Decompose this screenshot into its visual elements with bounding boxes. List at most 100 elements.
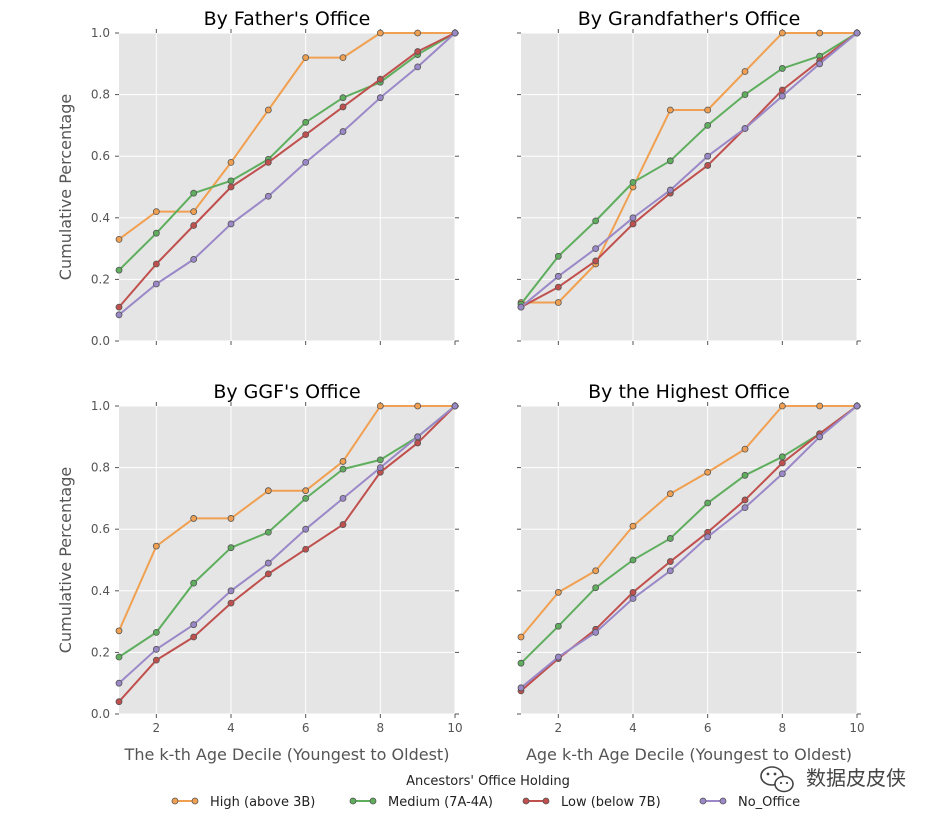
plot-background [119, 33, 455, 341]
x-axis-label: Age k-th Age Decile (Youngest to Oldest) [526, 745, 852, 764]
data-point [339, 128, 347, 135]
chart-panel-1: 0.0 0.2 0.4 0.6 0.8 1.0 By Father's Office Cumu… [56, 8, 459, 348]
data-point [414, 433, 422, 441]
data-point [451, 29, 459, 37]
data-point [227, 587, 235, 595]
legend-label: High (above 3B) [210, 795, 315, 810]
legend-marker [171, 797, 179, 805]
data-point [227, 544, 235, 552]
chart-title: By Father's Office [204, 8, 371, 30]
data-point [414, 63, 422, 71]
series-line [118, 405, 456, 703]
data-point [339, 103, 347, 111]
data-point [517, 303, 525, 311]
data-point [451, 402, 459, 410]
y-tick-label: 0.6 [91, 522, 110, 536]
y-tick-label: 0.0 [91, 707, 110, 721]
x-tick-label: 10 [849, 721, 864, 735]
data-point [190, 579, 198, 587]
x-tick-label: 2 [153, 721, 161, 735]
data-point [264, 158, 272, 166]
x-tick-label: 6 [302, 721, 310, 735]
data-point [339, 521, 347, 528]
y-tick-label: 0.2 [91, 272, 110, 286]
data-point [741, 445, 749, 453]
series-no-office [115, 29, 459, 319]
data-point [152, 260, 160, 268]
series-line [520, 405, 858, 689]
legend-entry-high-above-3b: High (above 3B) [171, 795, 315, 810]
data-point [227, 515, 235, 522]
data-point [816, 433, 824, 441]
data-point [778, 453, 786, 461]
legend-marker [542, 797, 550, 805]
legend-entries: High (above 3B) Medium (7A-4A) Low (below … [171, 795, 800, 810]
data-point [778, 65, 786, 72]
legend: Ancestors' Office Holding High (above 3B… [171, 774, 800, 810]
data-point [592, 257, 600, 265]
chart-panel-3: 2 4 6 8 10 0.0 0.2 0.4 0.6 0.8 1.0 By GGF's Office C… [56, 381, 463, 764]
data-point [152, 542, 160, 550]
data-point [339, 458, 347, 465]
watermark: 数据皮皮侠 [760, 766, 906, 793]
data-point [190, 189, 198, 197]
data-point [115, 653, 123, 661]
data-point [554, 272, 562, 280]
data-point [554, 299, 562, 306]
x-tick-label: 8 [377, 721, 385, 735]
data-point [629, 588, 637, 596]
legend-marker [349, 797, 357, 805]
data-point [190, 222, 198, 229]
legend-marker [191, 797, 199, 805]
data-point [517, 684, 525, 692]
data-point [554, 622, 562, 630]
data-point [152, 229, 160, 237]
data-point [414, 48, 422, 55]
data-point [302, 54, 310, 62]
data-point [227, 183, 235, 191]
data-point [592, 567, 600, 575]
legend-label: Low (below 7B) [561, 795, 661, 810]
data-point [778, 402, 786, 410]
chart-panels: 0.0 0.2 0.4 0.6 0.8 1.0 By Father's Office Cumu… [56, 8, 865, 764]
data-point [152, 656, 160, 664]
data-point [629, 214, 637, 222]
legend-entry-no-office: No_Office [699, 795, 800, 810]
data-point [853, 402, 861, 410]
series-line [520, 32, 858, 308]
data-point [190, 633, 198, 641]
data-point [152, 208, 160, 216]
data-point [264, 487, 272, 495]
y-tick-label: 1.0 [91, 399, 110, 413]
data-point [666, 535, 674, 542]
legend-entry-low-below-7b: Low (below 7B) [522, 795, 661, 810]
data-point [554, 653, 562, 661]
data-point [704, 122, 712, 129]
data-point [302, 494, 310, 502]
series-line [520, 32, 858, 305]
x-tick-label: 4 [629, 721, 637, 735]
y-axis-label: Cumulative Percentage [56, 94, 75, 280]
series-medium-7a-4a [115, 402, 459, 661]
data-point [264, 192, 272, 200]
x-tick-label: 6 [704, 721, 712, 735]
data-point [778, 92, 786, 100]
series-line [118, 405, 456, 658]
y-tick-label: 0.2 [91, 645, 110, 659]
y-tick-label: 0.4 [91, 211, 110, 225]
data-point [629, 178, 637, 186]
legend-marker [522, 797, 530, 805]
series-line [118, 32, 456, 308]
chart-panel-2: By Grandfather's Office [517, 8, 861, 345]
series-no-office [517, 402, 861, 692]
data-point [414, 402, 422, 410]
y-tick-label: 0.6 [91, 149, 110, 163]
series-line [521, 32, 857, 304]
data-point [302, 525, 310, 533]
data-point [227, 177, 235, 185]
data-point [339, 465, 347, 473]
data-point [704, 106, 712, 114]
data-point [339, 494, 347, 502]
data-point [704, 152, 712, 160]
data-point [227, 599, 235, 607]
